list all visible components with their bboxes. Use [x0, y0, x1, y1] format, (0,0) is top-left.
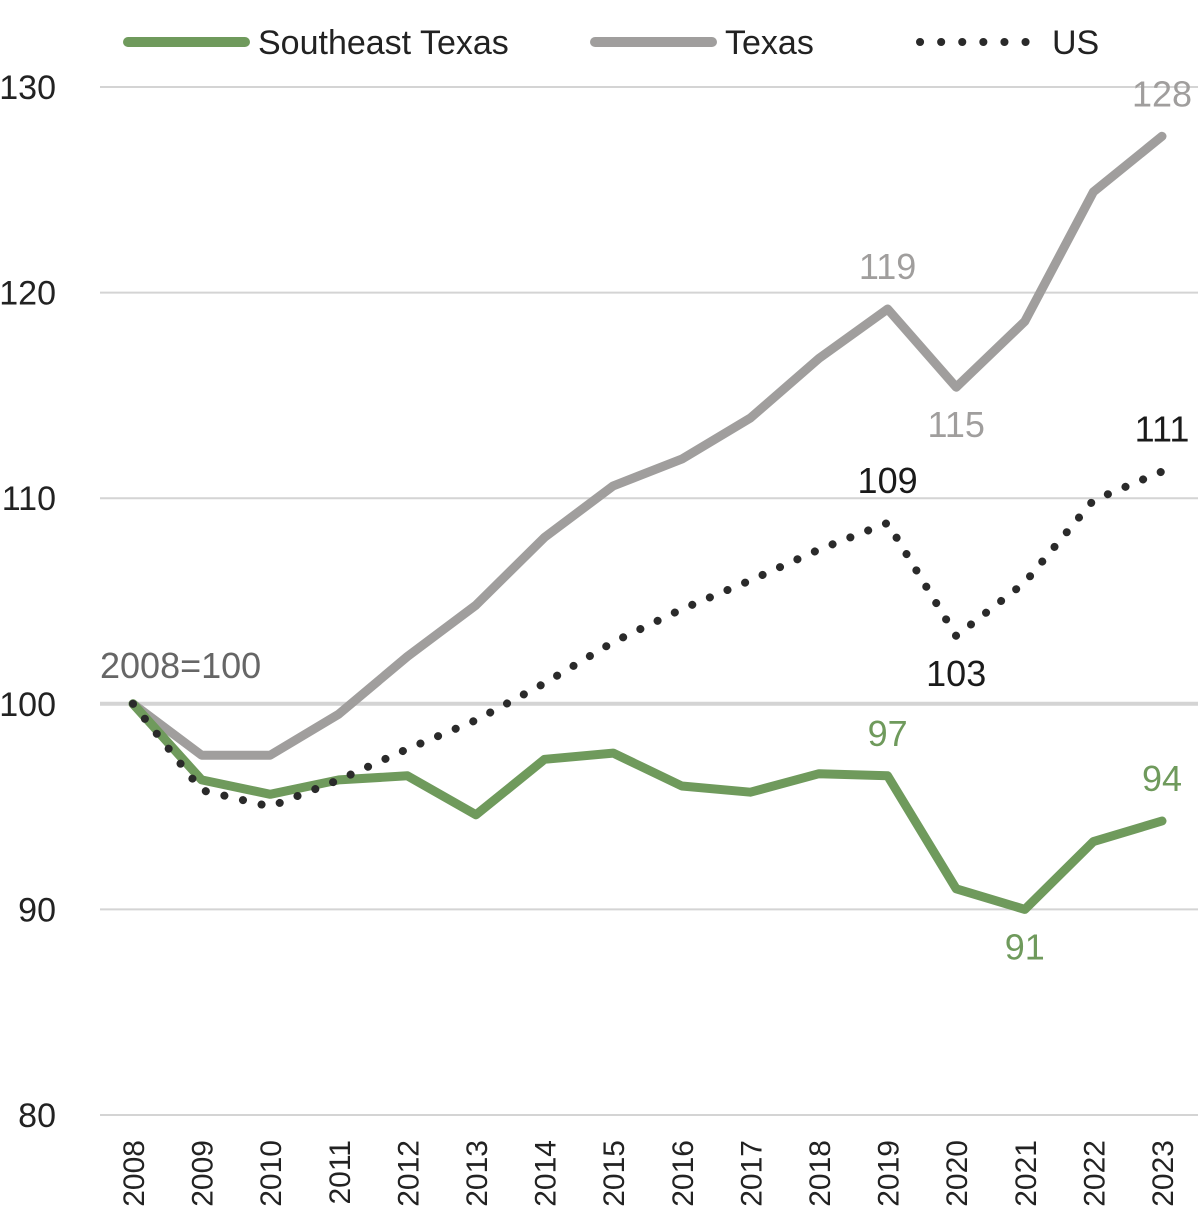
x-tick-label: 2008: [118, 1140, 151, 1207]
x-tick-label: 2016: [667, 1140, 700, 1207]
data-label: 109: [858, 460, 918, 501]
x-tick-label: 2022: [1078, 1140, 1111, 1207]
data-label: 97: [868, 713, 908, 754]
legend-label: Southeast Texas: [258, 24, 509, 62]
x-tick-label: 2023: [1147, 1140, 1180, 1207]
series-line-southeast-texas: [128, 699, 1167, 914]
y-tick-label: 130: [0, 69, 56, 107]
x-tick-label: 2011: [324, 1140, 357, 1205]
x-tick-label: 2013: [461, 1140, 494, 1207]
legend-label: US: [1052, 24, 1099, 62]
series-line-texas: [128, 131, 1167, 760]
x-tick-label: 2020: [941, 1140, 974, 1207]
x-axis-ticks: 2008 2009 2010 2011 2012 2013 2014 2015 2016 2017…: [118, 1140, 1180, 1207]
x-tick-label: 2014: [530, 1140, 563, 1207]
x-tick-label: 2017: [735, 1140, 768, 1207]
data-label: 103: [926, 653, 986, 694]
data-label: 111: [1135, 408, 1190, 449]
series-lines: [128, 131, 1167, 914]
y-tick-label: 90: [18, 891, 56, 929]
legend: Southeast Texas Texas US: [123, 24, 1099, 62]
data-label: 119: [859, 246, 916, 287]
baseline-note: 2008=100: [100, 645, 261, 686]
y-tick-label: 100: [0, 686, 56, 724]
y-tick-label: 120: [0, 275, 56, 313]
data-labels: 97 91 94 119 115 128 109 103 111: [858, 73, 1192, 967]
data-label: 91: [1005, 926, 1045, 967]
data-label: 128: [1132, 73, 1192, 114]
data-label: 115: [927, 404, 984, 445]
x-tick-label: 2018: [804, 1140, 837, 1207]
gridlines: [100, 86, 1198, 1116]
y-tick-label: 80: [18, 1097, 56, 1135]
x-tick-label: 2021: [1010, 1140, 1043, 1207]
x-tick-label: 2012: [392, 1140, 425, 1207]
x-tick-label: 2009: [187, 1140, 220, 1207]
x-tick-label: 2010: [255, 1140, 288, 1207]
series-line-us: [129, 467, 1166, 811]
y-tick-label: 110: [2, 480, 56, 518]
x-tick-label: 2015: [598, 1140, 631, 1207]
y-axis-ticks: 80 90 100 110 120 130: [0, 69, 56, 1135]
data-label: 94: [1142, 758, 1182, 799]
legend-label: Texas: [725, 24, 814, 62]
x-tick-label: 2019: [873, 1140, 906, 1207]
